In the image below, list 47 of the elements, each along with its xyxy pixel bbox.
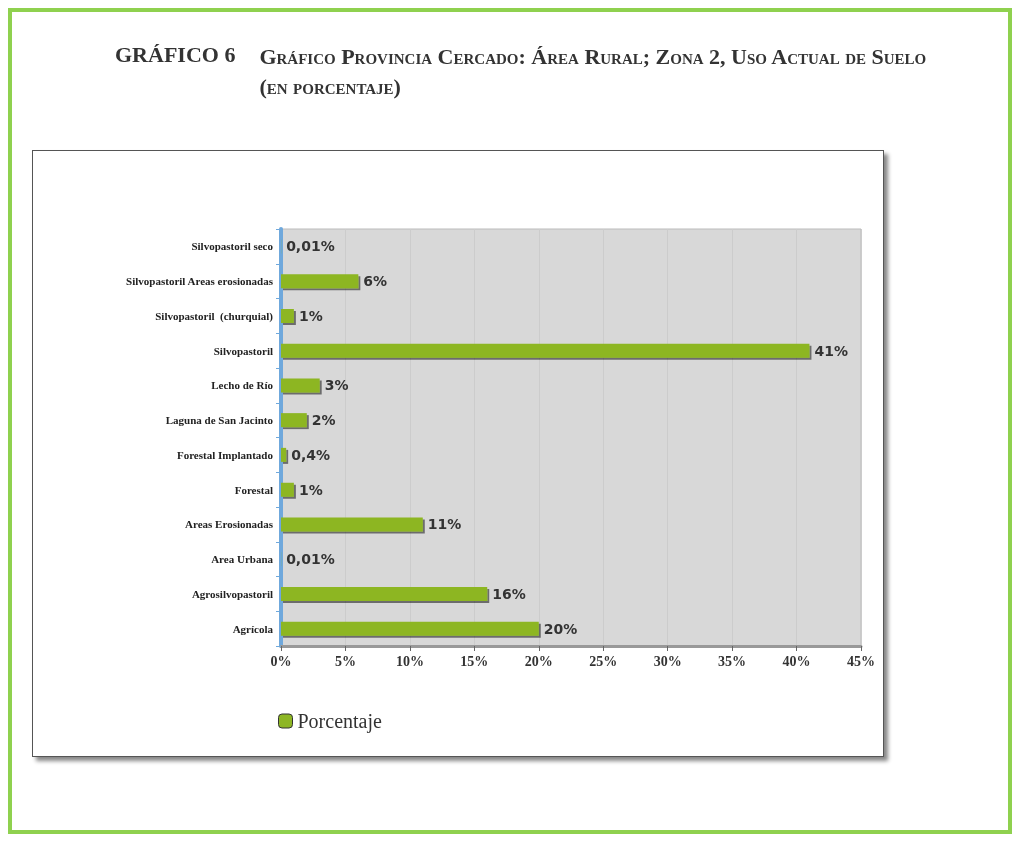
y-tick-label: Agrosilvopastoril [191,587,273,600]
x-tick-label: 45% [847,653,875,669]
text: 6% [363,273,388,290]
text: 0,4% [291,446,330,463]
chart-title: GRÁFICO 6 [115,42,236,69]
x-tick-label: 5% [334,653,356,669]
bar [281,447,287,462]
chart-subtitle: Gráfico Provincia Cercado: Área Rural; Zona 2, Uso Actual de Suelo (en porcentaje) [259,43,928,101]
y-tick-label: Forestal [234,483,273,496]
x-tick-label: 10% [395,653,424,669]
y-tick-label: Silvopastoril seco [191,240,274,253]
bar [281,586,488,601]
bar [281,517,423,532]
bar [281,343,810,358]
x-tick-label: 15% [460,653,489,669]
y-tick-label: Silvopastoril [213,344,273,357]
x-tick-label: 40% [782,653,811,669]
x-tick-label: 25% [589,653,618,669]
x-tick-label: 35% [718,653,747,669]
y-tick-label: Silvopastoril (churquial) [155,309,274,323]
x-tick-label: 30% [653,653,682,669]
bar [281,308,294,323]
y-tick-label: Silvopastoril Areas erosionadas [126,275,274,288]
y-tick-label: Areas Erosionadas [185,518,274,531]
legend-label: Porcentaje [297,710,383,733]
text: 3% [324,377,349,394]
bar [281,482,294,497]
text: 20% [543,620,578,637]
bar [281,274,359,289]
y-tick-label: Forestal Implantado [176,448,274,461]
y-tick-label: Lecho de Río [211,379,274,392]
text: 41% [814,342,848,359]
text: 11% [427,516,462,533]
text: 2% [311,412,336,429]
bar [281,413,307,428]
text: 0,01% [286,551,335,568]
x-tick-label: 20% [524,653,553,669]
y-tick-label: Agrícola [232,622,274,635]
text: 0,01% [286,238,335,255]
bar [281,621,539,636]
text: 1% [298,481,323,498]
text: 16% [492,585,526,602]
x-tick-label: 0% [270,653,292,669]
y-tick-label: Area Urbana [211,553,274,566]
y-tick-label: Laguna de San Jacinto [165,414,274,427]
text: 1% [298,307,323,324]
bar [281,378,320,393]
